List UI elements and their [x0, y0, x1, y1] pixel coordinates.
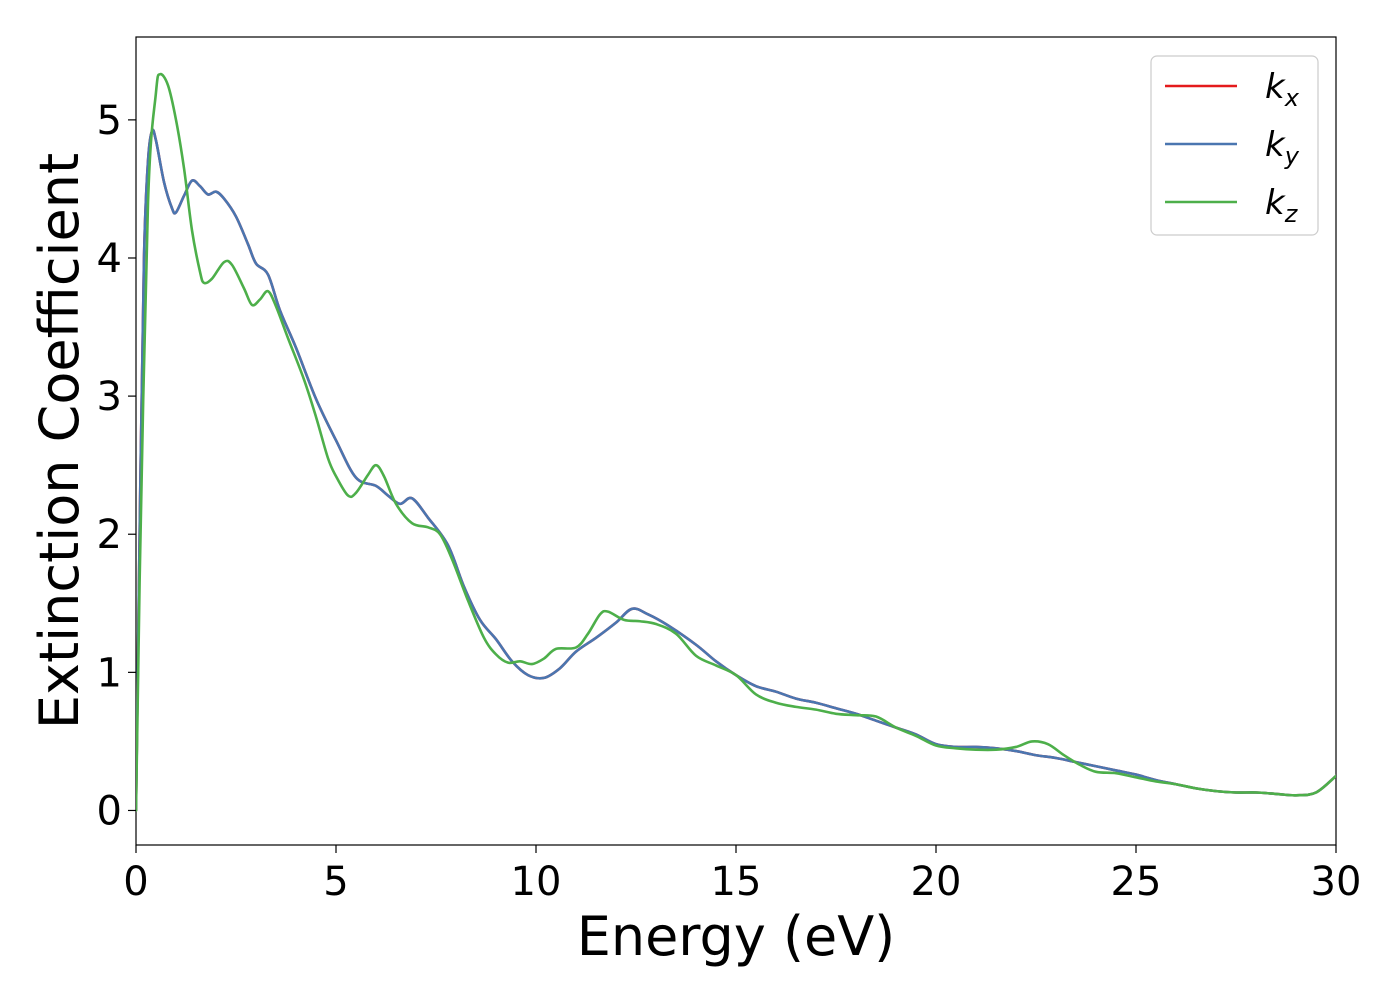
y-axis-ticks: 0 1 2 3 4 5 [97, 98, 136, 834]
y-tick-label: 5 [97, 98, 122, 144]
x-tick-label: 25 [1111, 859, 1162, 905]
legend: kx ky kz [1150, 55, 1319, 236]
x-tick-label: 0 [123, 859, 148, 905]
y-tick-label: 4 [97, 236, 122, 282]
legend-label-x: kx [1265, 67, 1300, 112]
x-tick-label: 20 [911, 859, 962, 905]
y-tick-label: 3 [97, 374, 122, 420]
x-axis-title: Energy (eV) [577, 905, 896, 968]
legend-box [1150, 55, 1319, 236]
x-tick-label: 5 [323, 859, 348, 905]
x-axis-ticks: 0 5 10 15 20 25 30 [123, 845, 1361, 905]
series-line-z [136, 72, 1336, 812]
y-tick-label: 2 [97, 512, 122, 558]
series-layer [136, 72, 1336, 812]
x-tick-label: 10 [511, 859, 562, 905]
y-axis-title: Extinction Coefficient [28, 153, 91, 729]
y-tick-label: 0 [97, 788, 122, 834]
x-tick-label: 30 [1311, 859, 1362, 905]
y-tick-label: 1 [97, 650, 122, 696]
legend-label-z: kz [1265, 183, 1299, 228]
legend-label-y: ky [1265, 125, 1300, 170]
x-tick-label: 15 [711, 859, 762, 905]
